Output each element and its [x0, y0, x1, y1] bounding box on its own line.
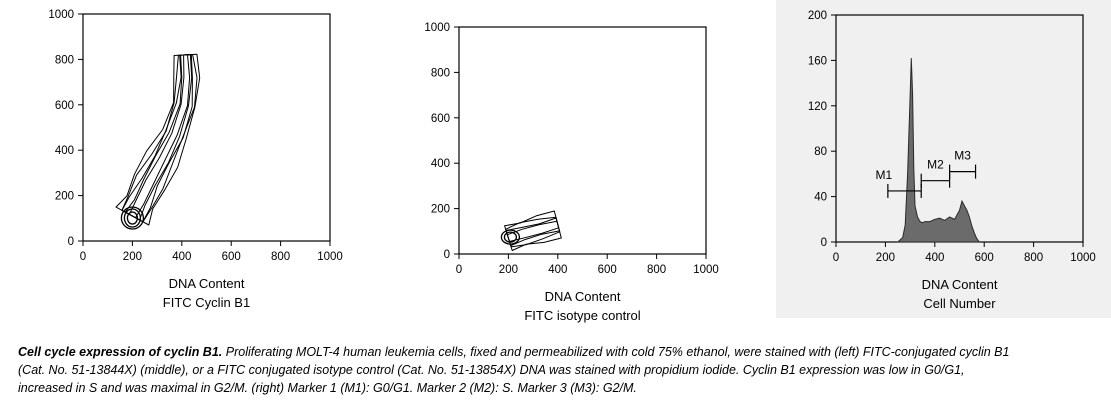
stain-label: FITC Cyclin B1 — [163, 295, 250, 310]
x-tick-label: 600 — [598, 264, 617, 276]
y-tick-label: 80 — [814, 146, 827, 158]
y-tick-label: 0 — [444, 249, 450, 261]
marker-label: M3 — [954, 149, 971, 163]
x-tick-label: 1000 — [317, 251, 343, 263]
contour-core — [500, 229, 521, 245]
y-tick-label: 400 — [431, 158, 450, 170]
contour-line — [124, 54, 193, 221]
x-tick-label: 800 — [271, 251, 290, 263]
plot-frame — [835, 14, 1084, 243]
contour-core — [503, 231, 518, 243]
y-tick-label: 1000 — [48, 9, 74, 21]
y-tick-label: 600 — [431, 113, 450, 125]
x-tick-label: 400 — [925, 252, 944, 264]
x-tick-label: 400 — [172, 251, 191, 263]
chart-2: 0 200 400 600 800 1000 0 200 400 600 800 1000 DNA Co… — [424, 22, 718, 323]
y-tick-label: 200 — [808, 10, 827, 22]
marker-m3: M3 — [949, 149, 977, 179]
y-tick-label: 800 — [431, 67, 450, 79]
stain-label: FITC isotype control — [524, 308, 640, 323]
x-tick-label: 1000 — [1070, 252, 1096, 264]
x-tick-label: 800 — [647, 264, 666, 276]
y-tick-label: 600 — [55, 100, 74, 112]
contour-core — [123, 208, 142, 228]
x-tick-label: 200 — [123, 251, 142, 263]
x-tick-label: 0 — [80, 251, 86, 263]
x-axis-label: DNA Content — [545, 289, 621, 304]
x-tick-label: 200 — [499, 264, 518, 276]
y-tick-label: 40 — [814, 192, 827, 204]
y-tick-label: 0 — [821, 237, 827, 249]
y-tick-label: 400 — [55, 145, 74, 157]
contour-line — [121, 54, 198, 223]
x-tick-label: 200 — [876, 252, 895, 264]
x-tick-label: 1000 — [693, 264, 719, 276]
contour-line — [505, 216, 561, 248]
figure-caption: Cell cycle expression of cyclin B1. Prol… — [18, 343, 1018, 397]
contour-line — [121, 54, 193, 223]
y-tick-label: 160 — [808, 55, 827, 67]
contour-line — [504, 210, 562, 251]
x-tick-label: 0 — [833, 252, 839, 264]
marker-m1: M1 — [876, 168, 922, 198]
contour-line — [115, 53, 201, 226]
y-tick-label: 1000 — [424, 22, 450, 34]
y-tick-label: 0 — [68, 236, 74, 248]
x-tick-label: 400 — [548, 264, 567, 276]
marker-label: M1 — [876, 168, 893, 182]
marker-m2: M2 — [920, 158, 951, 188]
contour-core — [120, 206, 145, 230]
y-tick-label: 200 — [431, 204, 450, 216]
caption-text: Proliferating MOLT-4 human leukemia cell… — [18, 345, 1010, 395]
chart-1: 0 200 400 600 800 1000 0 200 400 600 800 1000 DNA Co… — [48, 9, 342, 310]
chart-3: 0 200 400 600 800 1000 0 40 80 120 160 200 DNA Conte… — [808, 10, 1096, 311]
caption-title: Cell cycle expression of cyclin B1. — [18, 345, 223, 359]
contour-line — [128, 54, 191, 219]
marker-label: M2 — [927, 158, 944, 172]
x-tick-label: 0 — [456, 264, 462, 276]
right-panel-background — [776, 0, 1111, 318]
y-tick-label: 120 — [808, 101, 827, 113]
x-axis-label: DNA Content — [922, 277, 998, 292]
x-axis-label: DNA Content — [169, 276, 245, 291]
stain-label: Cell Number — [923, 296, 996, 311]
plot-frame — [458, 26, 707, 255]
plot-frame — [82, 13, 331, 242]
x-tick-label: 600 — [975, 252, 994, 264]
histogram-area — [896, 58, 981, 243]
y-tick-label: 800 — [55, 54, 74, 66]
x-tick-label: 600 — [222, 251, 241, 263]
x-tick-label: 800 — [1024, 252, 1043, 264]
contour-core — [126, 211, 139, 225]
y-tick-label: 200 — [55, 191, 74, 203]
